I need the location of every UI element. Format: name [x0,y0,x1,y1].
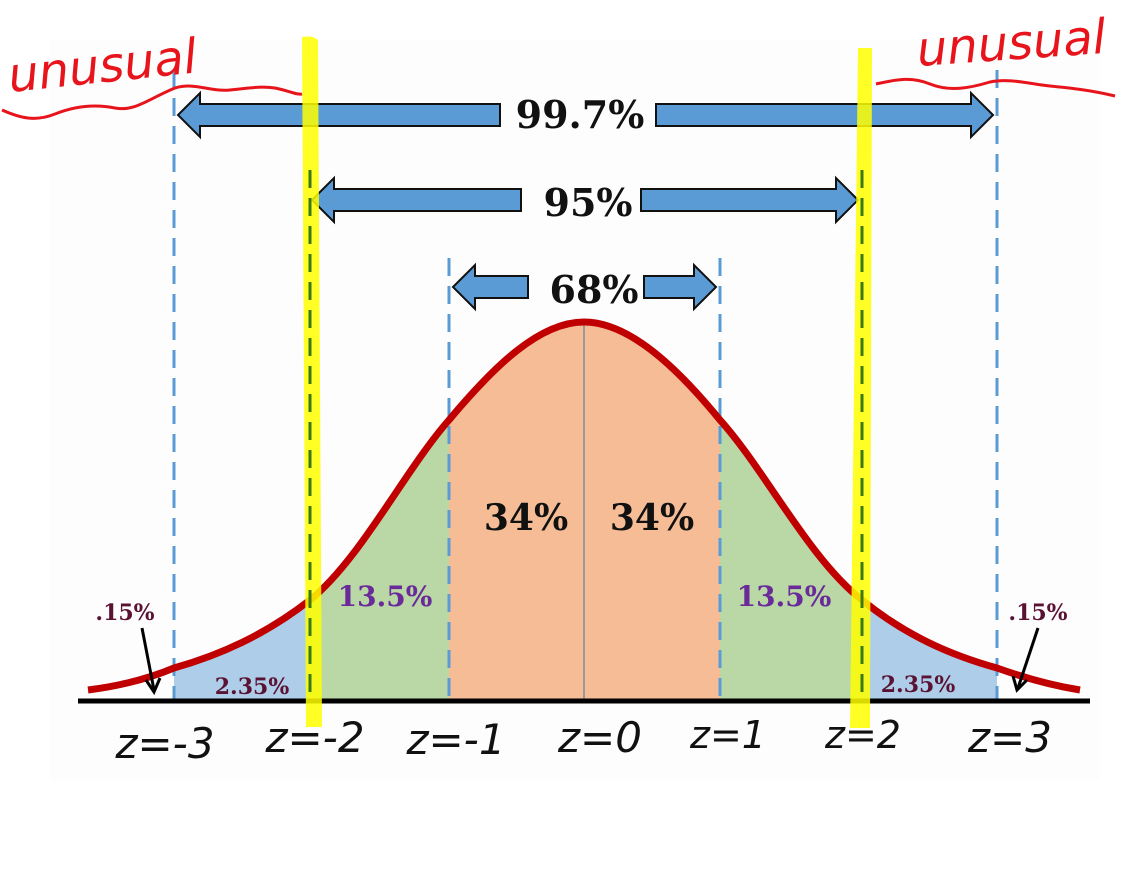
label-mid-right: 13.5% [737,580,832,613]
arrow-997-right [655,90,995,140]
label-tail-left: 2.35% [215,674,290,700]
pointer-left [140,627,156,691]
interval-arrows [176,90,995,312]
highlight-z-2 [850,48,872,728]
label-far-right: .15% [1008,600,1067,626]
unusual-left-squiggle [1,84,303,120]
label-997: 99.7% [516,92,645,137]
tick-z-0: z=0 [557,713,642,762]
arrow-68-right [643,262,718,312]
arrow-68-left [451,262,529,312]
arrow-95-right [640,175,860,225]
highlighted-boundaries [308,170,864,700]
region-right-middle [720,420,862,700]
label-center-left: 34% [484,497,568,539]
pointer-right-head-icon [1011,675,1029,693]
far-tail-pointers [140,627,1040,696]
label-68: 68% [550,267,639,312]
label-tail-right: 2.35% [881,672,956,698]
tick-z-3: z=3 [967,713,1052,762]
highlighter-marks [302,36,872,728]
bell-curve [87,318,1081,694]
pointer-left-head-icon [144,677,162,696]
z-axis-labels: z=-3 z=-2 z=-1 z=0 z=1 z=2 z=3 [114,713,1052,768]
label-center-right: 34% [610,497,694,539]
tick-z-1: z=1 [689,713,766,757]
label-95: 95% [544,180,633,225]
tick-z-m2: z=-2 [264,713,364,762]
label-far-left: .15% [95,600,154,626]
label-mid-left: 13.5% [338,580,433,613]
region-left-middle [310,420,449,700]
tick-z-m1: z=-1 [405,715,505,764]
highlight-z-m2 [302,36,322,727]
arrow-95-left [310,175,522,225]
tick-z-m3: z=-3 [114,719,214,768]
arrow-997-left [176,90,501,140]
tick-z-2: z=2 [824,713,901,757]
pointer-right [1016,627,1040,689]
unusual-right: unusual [915,9,1109,78]
unusual-right-squiggle [875,77,1116,98]
